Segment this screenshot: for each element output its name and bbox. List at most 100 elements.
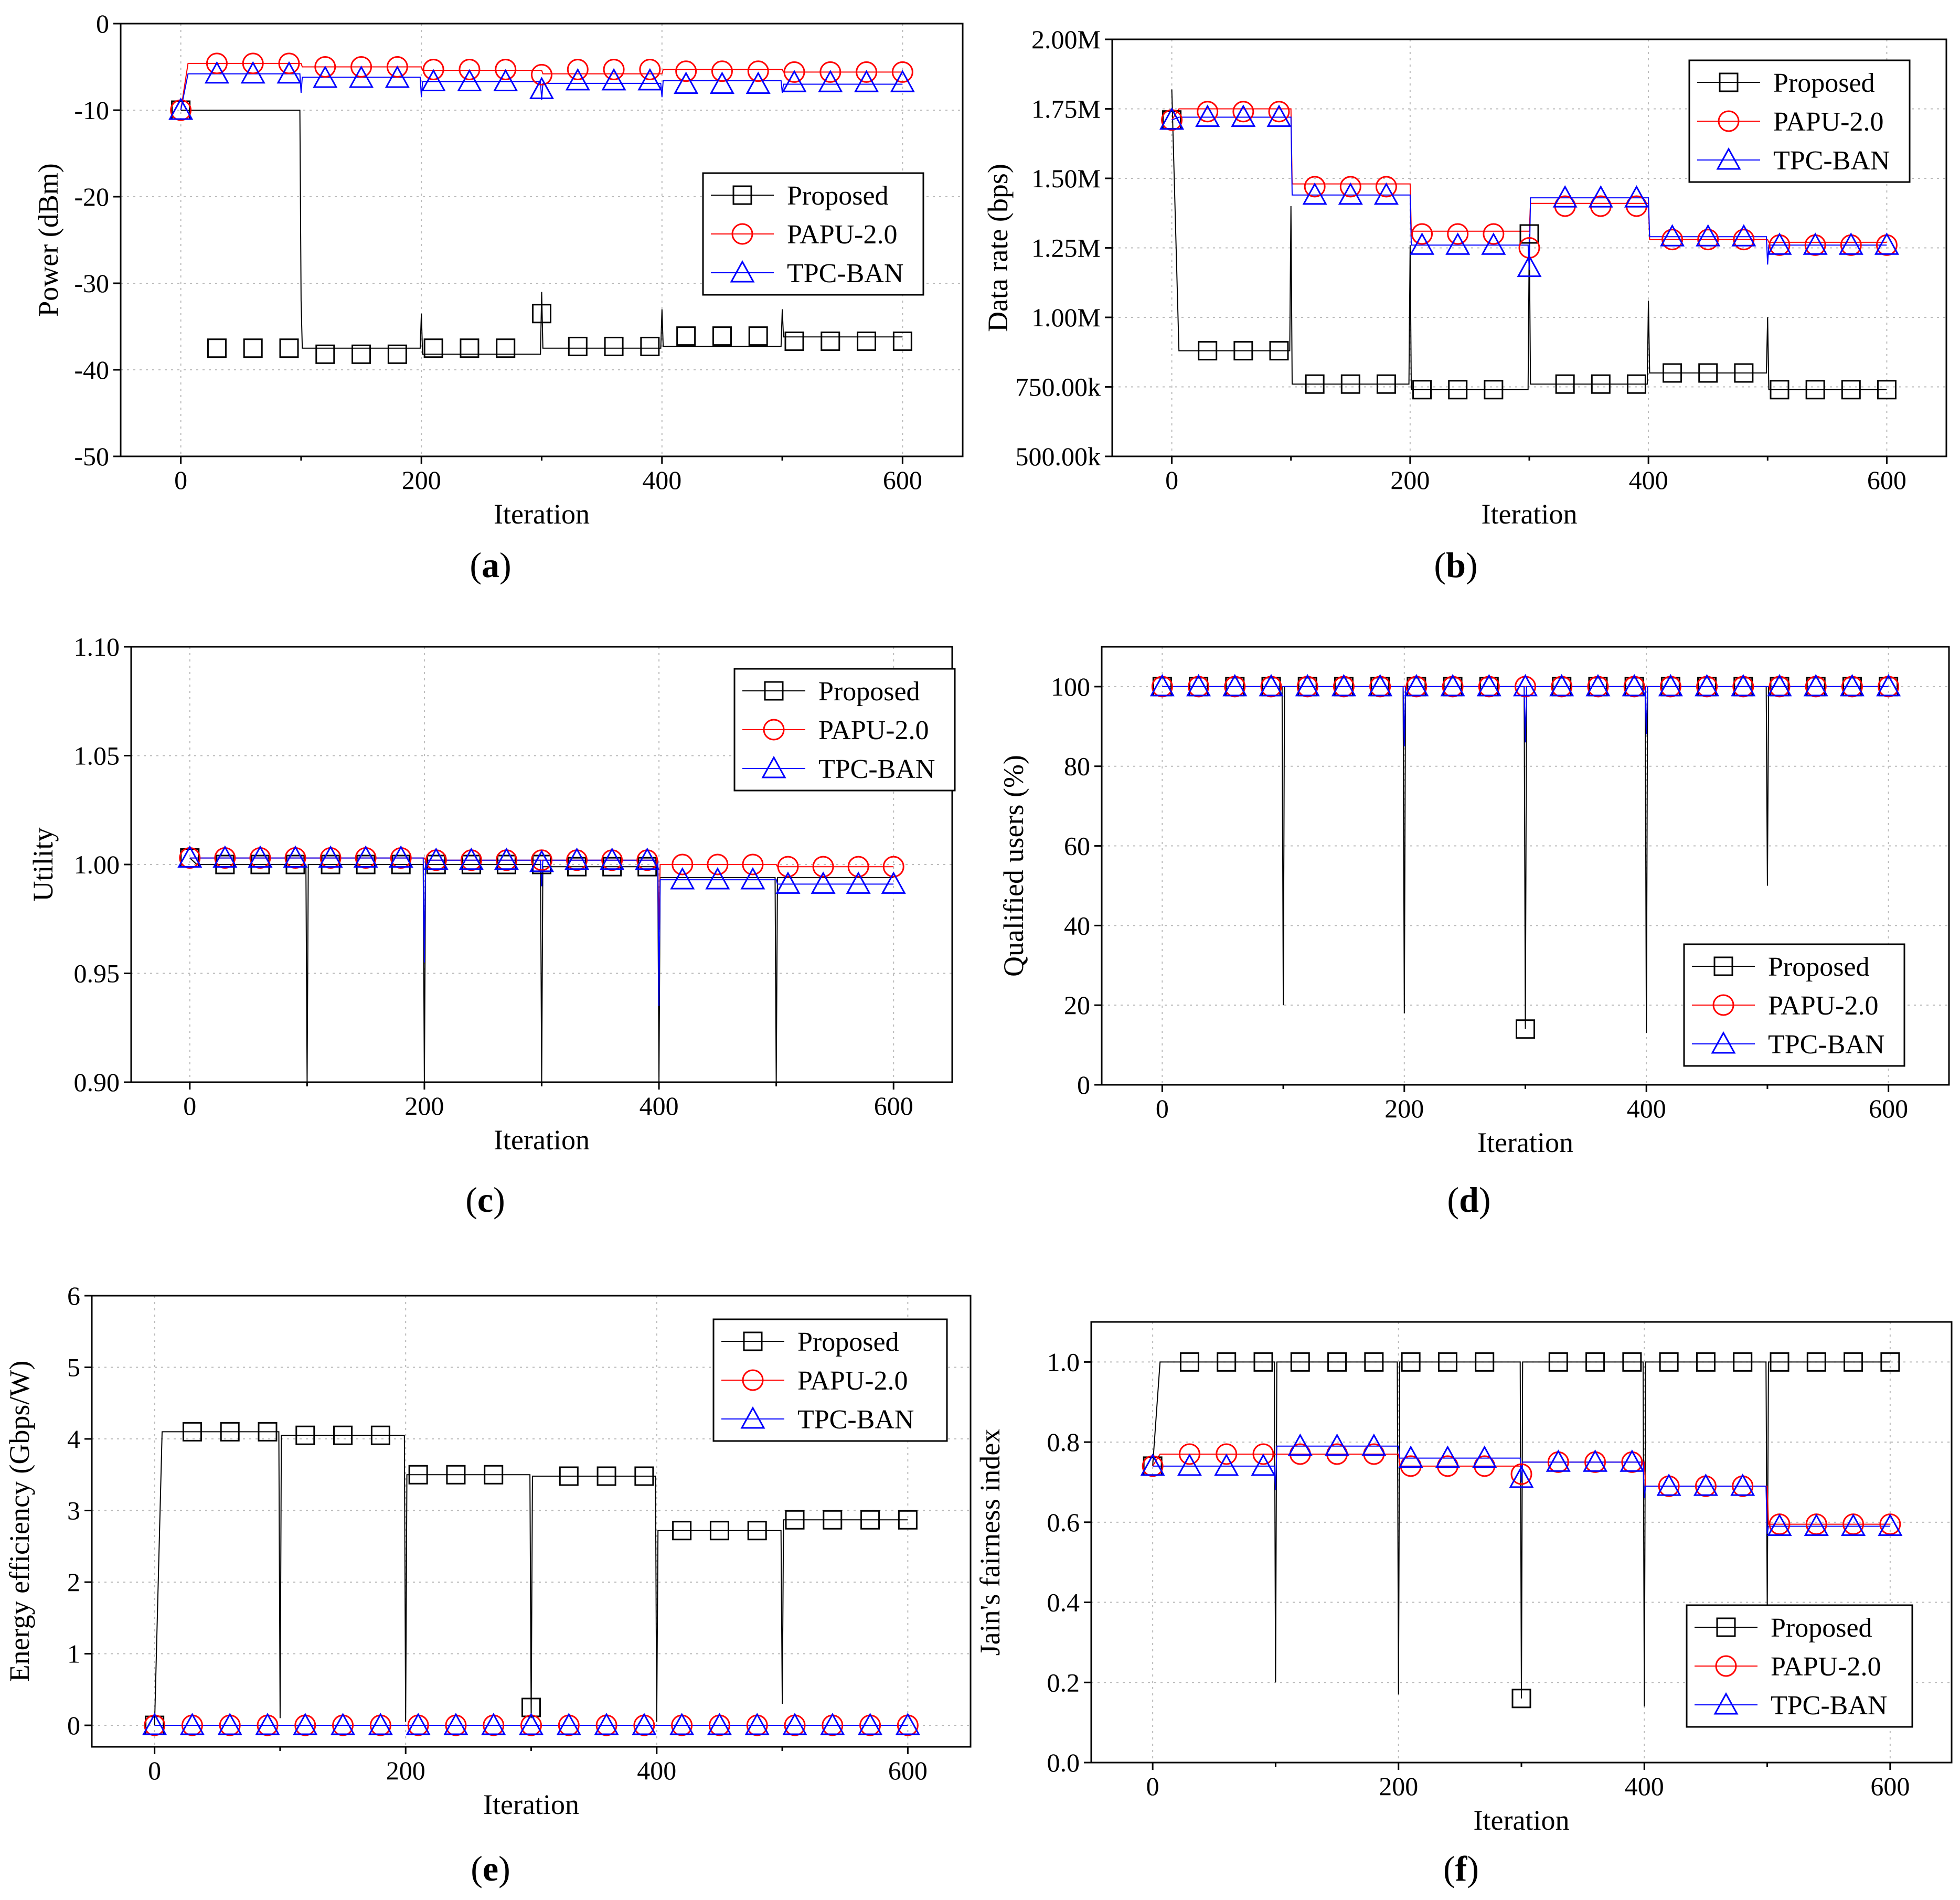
data-point-tpc-ban <box>1585 674 1611 697</box>
data-point-tpc-ban <box>1731 674 1756 697</box>
data-point-proposed <box>604 336 624 356</box>
data-point-proposed <box>1591 374 1611 394</box>
data-point-tpc-ban <box>1803 674 1828 697</box>
y-tick-label: -30 <box>74 269 109 298</box>
data-point-tpc-ban <box>1767 674 1792 697</box>
legend: Proposed PAPU-2.0 TPC-BAN <box>1683 943 1905 1067</box>
legend: Proposed PAPU-2.0 TPC-BAN <box>712 1318 948 1442</box>
x-tick-label: 0 <box>1165 465 1178 495</box>
data-point-tpc-ban <box>1214 1453 1239 1476</box>
y-tick-label: 0.0 <box>1047 1748 1080 1777</box>
data-point-papu-2.0 <box>1268 101 1290 123</box>
data-point-proposed <box>1548 1352 1568 1372</box>
data-point-tpc-ban <box>1295 674 1320 697</box>
data-point-proposed <box>892 332 912 351</box>
y-tick-label: 1.75M <box>1031 94 1101 124</box>
data-point-proposed <box>279 338 299 358</box>
legend-marker-papu-2.0 <box>1712 994 1734 1016</box>
series-group <box>1171 89 1887 390</box>
data-point-proposed <box>1484 380 1504 400</box>
data-point-proposed <box>1659 1352 1679 1372</box>
data-point-tpc-ban <box>529 849 555 872</box>
data-point-tpc-ban <box>168 97 194 120</box>
data-point-tpc-ban <box>459 847 484 870</box>
x-axis-label: Iteration <box>1477 1127 1573 1158</box>
data-point-tpc-ban <box>1287 1433 1313 1456</box>
data-point-tpc-ban <box>1476 674 1501 697</box>
data-point-proposed <box>496 338 516 358</box>
data-point-tpc-ban <box>385 65 410 88</box>
data-point-tpc-ban <box>811 871 836 894</box>
legend-marker-proposed <box>764 681 784 701</box>
x-tick-label: 400 <box>640 1091 679 1120</box>
data-point-proposed <box>532 304 551 324</box>
data-point-tpc-ban <box>745 71 771 94</box>
data-point-tpc-ban <box>1338 182 1363 205</box>
data-point-tpc-ban <box>1231 104 1256 127</box>
x-tick-label: 400 <box>1625 1771 1664 1801</box>
series-group <box>180 62 903 355</box>
data-point-tpc-ban <box>1552 185 1578 208</box>
legend-label: Proposed <box>1768 952 1870 982</box>
x-axis-label: Iteration <box>483 1789 579 1820</box>
data-point-tpc-ban <box>313 65 338 88</box>
x-tick-label: 200 <box>1379 1771 1418 1801</box>
y-tick-label: 6 <box>67 1281 80 1310</box>
data-point-proposed <box>1622 1352 1642 1372</box>
data-point-tpc-ban <box>1583 1449 1608 1472</box>
series-line-tpc-ban <box>1171 116 1887 270</box>
data-point-tpc-ban <box>635 847 660 870</box>
y-tick-label: 80 <box>1064 752 1090 781</box>
data-point-papu-2.0 <box>603 58 625 80</box>
data-point-tpc-ban <box>1660 224 1685 247</box>
legend-marker-papu-2.0 <box>1718 110 1740 132</box>
data-point-tpc-ban <box>895 1712 920 1735</box>
y-tick-label: 60 <box>1064 831 1090 861</box>
data-point-proposed <box>709 1521 729 1541</box>
data-point-papu-2.0 <box>1733 229 1755 251</box>
data-point-proposed <box>1626 374 1646 394</box>
data-point-proposed <box>712 326 732 346</box>
data-point-papu-2.0 <box>1197 101 1219 123</box>
data-point-tpc-ban <box>331 1712 356 1735</box>
y-tick-label: 1.00 <box>74 850 120 879</box>
x-tick-label: 200 <box>404 1091 444 1120</box>
chart-panel-a: -50 -40 -30 -20 -10 0 0 200 400 600 Iteration Power… <box>33 9 964 585</box>
data-point-papu-2.0 <box>495 58 517 80</box>
data-point-papu-2.0 <box>1510 1463 1532 1485</box>
data-point-papu-2.0 <box>206 52 228 74</box>
data-point-tpc-ban <box>353 845 378 868</box>
data-point-tpc-ban <box>1767 1513 1792 1536</box>
data-point-papu-2.0 <box>314 56 336 78</box>
data-point-tpc-ban <box>1624 185 1649 208</box>
data-point-proposed <box>1555 374 1575 394</box>
y-tick-label: 0.90 <box>74 1068 120 1097</box>
legend-marker-tpc-ban <box>1711 1031 1736 1054</box>
series-line-tpc-ban <box>189 857 894 1006</box>
data-point-tpc-ban <box>1445 232 1471 255</box>
data-point-papu-2.0 <box>1447 223 1469 245</box>
data-point-tpc-ban <box>1730 1473 1755 1496</box>
data-point-tpc-ban <box>1259 674 1284 697</box>
legend-label: TPC-BAN <box>1773 146 1890 176</box>
data-point-tpc-ban <box>556 1712 581 1735</box>
data-point-tpc-ban <box>707 1712 732 1735</box>
data-point-tpc-ban <box>1325 1433 1350 1456</box>
y-tick-label: 500.00k <box>1016 442 1101 471</box>
y-tick-label: 1.05 <box>74 741 120 771</box>
data-point-tpc-ban <box>204 61 229 84</box>
panel-label: (b) <box>1434 545 1477 585</box>
panel-label: (e) <box>471 1849 510 1888</box>
legend-label: TPC-BAN <box>1771 1691 1887 1721</box>
data-point-papu-2.0 <box>812 856 834 878</box>
data-point-tpc-ban <box>457 69 482 92</box>
legend-marker-proposed <box>743 1331 763 1351</box>
y-tick-label: 1 <box>67 1639 80 1669</box>
data-point-papu-2.0 <box>1232 101 1254 123</box>
data-point-papu-2.0 <box>386 56 408 78</box>
data-point-tpc-ban <box>1549 674 1574 697</box>
y-tick-label: 2 <box>67 1567 80 1597</box>
data-point-tpc-ban <box>1874 232 1899 255</box>
legend-marker-tpc-ban <box>761 755 786 778</box>
